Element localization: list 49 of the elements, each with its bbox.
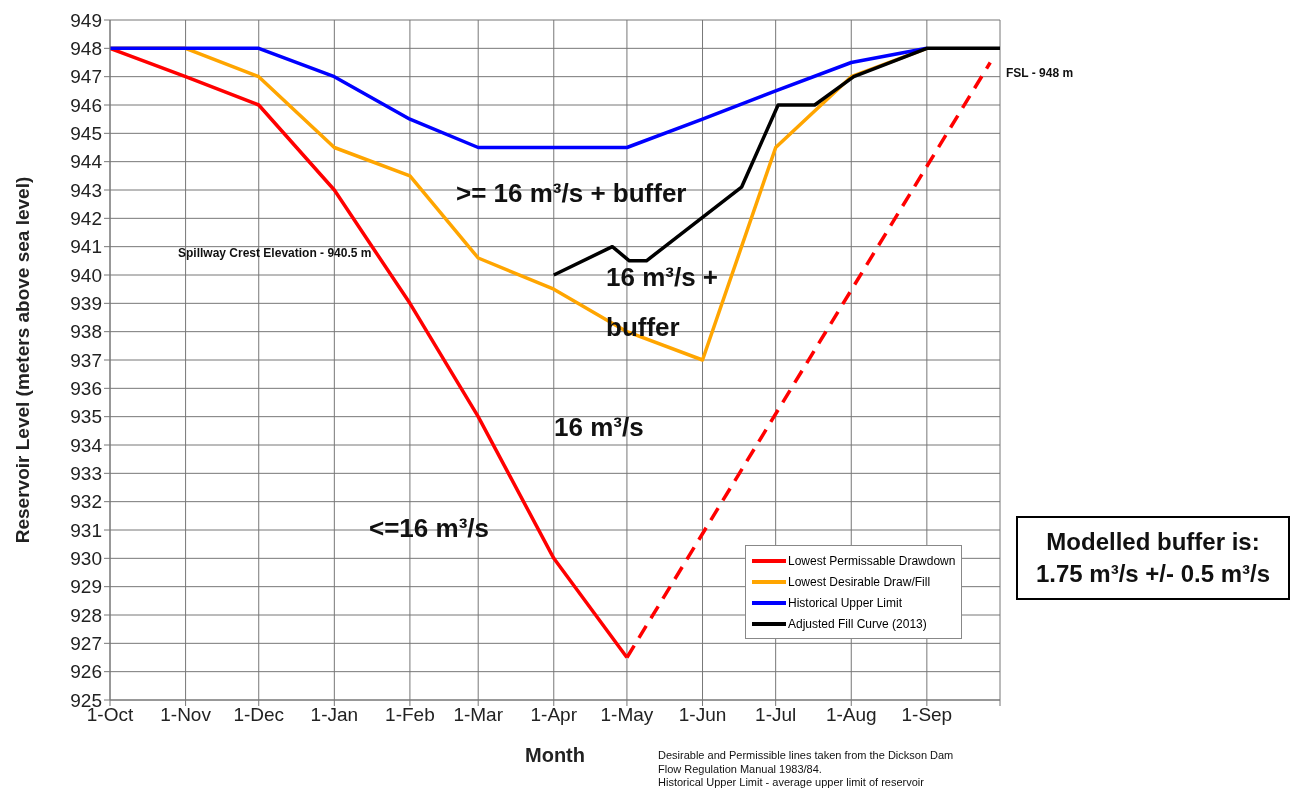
- y-tick-label: 941: [70, 236, 102, 258]
- annotation: <=16 m³/s: [369, 513, 489, 544]
- y-tick-label: 937: [70, 349, 102, 371]
- y-tick-label: 929: [70, 576, 102, 598]
- y-tick-label: 934: [70, 434, 103, 456]
- x-tick-label: 1-Jun: [678, 704, 727, 726]
- y-tick-label: 931: [70, 519, 102, 541]
- y-tick-label: 939: [70, 293, 102, 315]
- y-tick-label: 938: [70, 321, 102, 343]
- annotation: 16 m³/s: [554, 412, 644, 443]
- text: Historical Upper Limit - average upper limit of reservoir: [658, 776, 924, 788]
- y-axis-title: Reservoir Level (meters above sea level): [11, 176, 33, 544]
- y-tick-label: 928: [70, 604, 102, 626]
- y-tick-label: 940: [70, 264, 102, 286]
- x-tick-label: 1-Feb: [385, 704, 435, 726]
- x-tick-label: 1-Nov: [160, 704, 212, 726]
- y-tick-label: 942: [70, 208, 102, 230]
- y-tick-label: 927: [70, 633, 102, 655]
- text: FSL - 948 m: [1006, 66, 1074, 80]
- y-tick-label: 935: [70, 406, 102, 428]
- x-tick-label: 1-May: [600, 704, 654, 726]
- x-tick-label: 1-Aug: [825, 704, 877, 726]
- x-tick-label: 1-Jul: [755, 704, 797, 726]
- y-tick-label: 949: [70, 9, 102, 31]
- annotation: >= 16 m³/s + buffer: [456, 178, 687, 209]
- y-tick-label: 943: [70, 179, 102, 201]
- legend-label: Lowest Desirable Draw/Fill: [788, 574, 931, 589]
- y-tick-label: 945: [70, 123, 102, 145]
- x-tick-label: 1-Apr: [530, 704, 578, 726]
- y-tick-label: 944: [70, 151, 103, 173]
- y-tick-label: 926: [70, 661, 102, 683]
- x-tick-label: 1-Sep: [901, 704, 953, 726]
- legend-label: Historical Upper Limit: [788, 595, 903, 610]
- x-tick-label: 1-Jan: [310, 704, 359, 726]
- y-tick-label: 932: [70, 491, 102, 513]
- y-tick-label: 947: [70, 66, 102, 88]
- y-tick-label: 933: [70, 463, 102, 485]
- y-tick-label: 936: [70, 378, 102, 400]
- text: Desirable and Permissible lines taken from the Dickson Dam Flow Regulation Manual 1983/84.: [658, 748, 955, 776]
- legend-label: Adjusted Fill Curve (2013): [788, 616, 927, 631]
- x-tick-label: 1-Mar: [453, 704, 504, 726]
- text: Modelled buffer is: 1.75 m³/s +/- 0.5 m³/s: [1016, 516, 1290, 600]
- y-tick-label: 948: [70, 38, 102, 60]
- annotation: Spillway Crest Elevation - 940.5 m: [178, 246, 372, 260]
- legend-label: Lowest Permissable Drawdown: [788, 553, 956, 568]
- x-tick-label: 1-Dec: [233, 704, 285, 726]
- x-axis-title: Month: [525, 744, 585, 766]
- y-tick-label: 930: [70, 548, 102, 570]
- y-tick-label: 946: [70, 94, 102, 116]
